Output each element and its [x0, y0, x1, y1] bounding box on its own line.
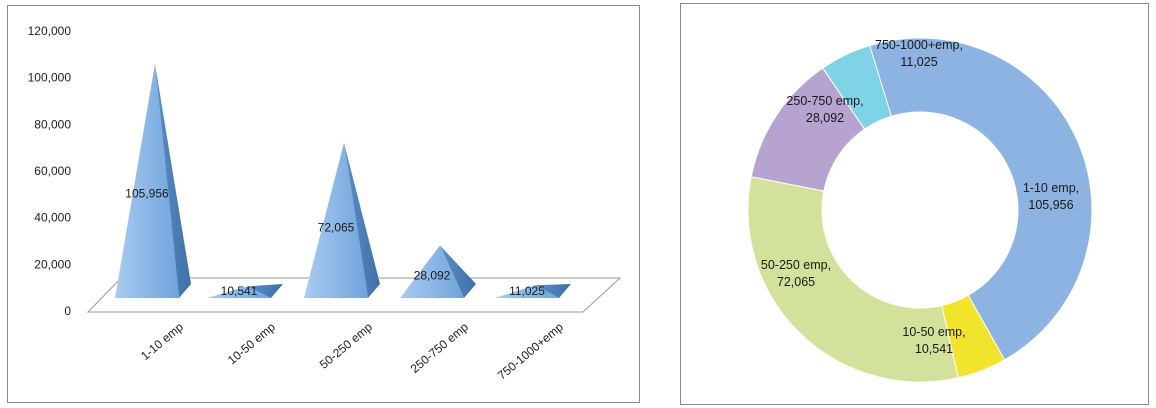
- pyramid-chart-panel: 0 20,000 40,000 60,000 80,000 100,000 120,000 1…: [7, 5, 640, 403]
- pyramid-bar: [207, 286, 271, 298]
- pyramid-chart: 0 20,000 40,000 60,000 80,000 100,000 120,000 1…: [28, 24, 622, 383]
- x-category-label: 250-750 emp: [408, 320, 471, 376]
- data-label: 72,065: [318, 220, 355, 234]
- pyramid-side-face: [440, 245, 476, 298]
- pyramid-bar: [400, 245, 464, 298]
- data-label: 72,065: [777, 275, 815, 289]
- doughnut-segment: [747, 176, 959, 383]
- y-tick-label: 0: [64, 304, 71, 318]
- doughnut-segment: [822, 44, 892, 130]
- y-tick-label: 40,000: [34, 211, 71, 225]
- data-label: 11,025: [900, 55, 937, 69]
- x-category-label: 750-1000+emp: [495, 320, 566, 383]
- doughnut-chart: 1-10 emp, 105,956 10-50 emp, 10,541 50-250 e…: [747, 37, 1093, 383]
- pyramid-side-face: [155, 63, 191, 298]
- data-label: 1-10 emp,: [1023, 181, 1079, 195]
- pyramid-side-face: [247, 284, 283, 298]
- y-tick-label: 80,000: [34, 117, 71, 131]
- data-label: 28,092: [806, 111, 844, 125]
- data-label: 105,956: [1028, 198, 1073, 212]
- pyramid-bar: [115, 63, 179, 298]
- y-tick-label: 20,000: [34, 257, 71, 271]
- data-label: 250-750 emp,: [786, 94, 863, 108]
- y-tick-label: 100,000: [28, 71, 72, 85]
- x-category-label: 10-50 emp: [225, 320, 278, 368]
- y-tick-label: 120,000: [28, 24, 72, 38]
- y-tick-label: 60,000: [34, 164, 71, 178]
- data-label: 11,025: [509, 284, 545, 298]
- data-label: 28,092: [414, 269, 451, 283]
- data-label: 50-250 emp,: [761, 258, 831, 272]
- pyramid-bar: [495, 285, 559, 298]
- data-label: 10-50 emp,: [902, 325, 965, 339]
- doughnut-chart-panel: 1-10 emp, 105,956 10-50 emp, 10,541 50-250 e…: [680, 3, 1149, 405]
- data-label: 10,541: [221, 284, 258, 298]
- doughnut-segment: [869, 37, 1093, 361]
- pyramid-side-face: [535, 284, 571, 298]
- pyramid-side-face: [344, 142, 380, 298]
- data-label: 750-1000+emp,: [875, 38, 963, 52]
- pyramid-bar: [304, 142, 368, 298]
- x-category-label: 50-250 emp: [317, 320, 375, 372]
- data-label: 105,956: [125, 186, 169, 200]
- x-category-label: 1-10 emp: [138, 320, 186, 364]
- data-label: 10,541: [915, 342, 953, 356]
